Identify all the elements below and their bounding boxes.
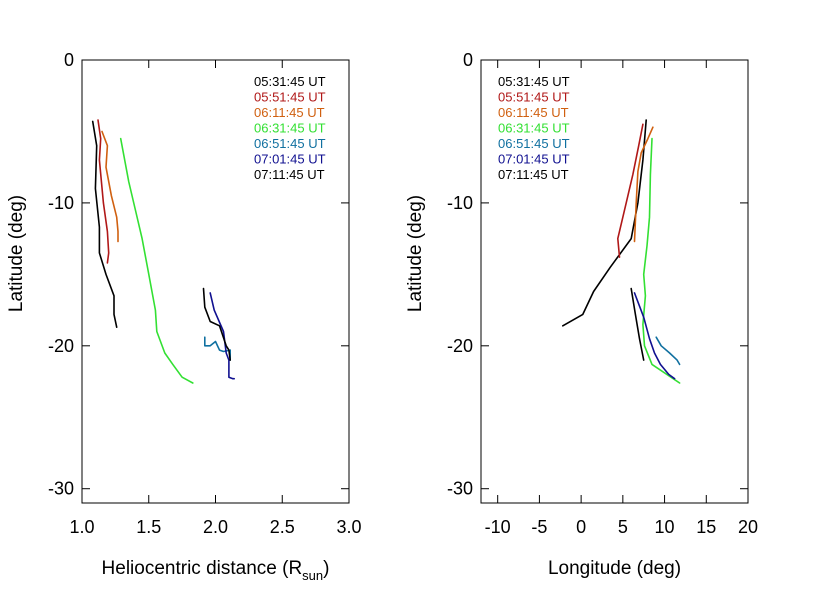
- x-tick-label: 1.0: [69, 517, 94, 537]
- legend-entry-0: 05:31:45 UT: [254, 74, 326, 89]
- y-axis-label: Latitude (deg): [405, 195, 426, 312]
- x-tick-label: 3.0: [336, 517, 361, 537]
- legend-entry-5: 07:01:45 UT: [254, 152, 326, 167]
- y-tick-label: -20: [48, 336, 74, 356]
- y-axis-label: Latitude (deg): [6, 195, 27, 312]
- legend-entry-2: 06:11:45 UT: [254, 105, 325, 120]
- legend-entry-2: 06:11:45 UT: [498, 105, 569, 120]
- series-line-6: [202, 287, 231, 361]
- y-tick-label: 0: [463, 50, 473, 70]
- x-tick-label: -10: [485, 517, 511, 537]
- series-line-2: [633, 126, 654, 243]
- legend-entry-4: 06:51:45 UT: [254, 136, 326, 151]
- legend-entry-3: 06:31:45 UT: [498, 121, 570, 136]
- series-line-3: [642, 137, 681, 384]
- series-line-0: [91, 120, 118, 329]
- series-line-2: [101, 130, 119, 243]
- x-tick-label: 5: [618, 517, 628, 537]
- legend-entry-5: 07:01:45 UT: [498, 152, 570, 167]
- x-axis-label: Heliocentric distance (Rsun): [102, 558, 330, 583]
- y-tick-label: -30: [447, 479, 473, 499]
- legend-entry-1: 05:51:45 UT: [498, 90, 570, 105]
- plot-frame: [480, 59, 749, 504]
- series-line-0: [561, 119, 648, 327]
- x-tick-label: 15: [696, 517, 716, 537]
- series-line-4: [655, 336, 681, 366]
- y-tick-label: -10: [48, 193, 74, 213]
- legend-entry-6: 07:11:45 UT: [498, 167, 569, 182]
- x-tick-label: 20: [738, 517, 758, 537]
- series-line-1: [97, 119, 110, 264]
- x-axis-label-end: ): [323, 558, 329, 579]
- x-axis-label-subscript: sun: [302, 568, 323, 583]
- legend-entry-3: 06:31:45 UT: [254, 121, 326, 136]
- series-line-3: [119, 137, 194, 384]
- y-tick-label: 0: [64, 50, 74, 70]
- x-tick-label: -5: [531, 517, 547, 537]
- x-axis-label: Longitude (deg): [548, 558, 681, 579]
- panel-longitude: -10 -5 0 5 10 15 20 0 -10 -20 -30 05:31:45 UT05:51:…: [405, 50, 758, 579]
- series-line-5: [633, 292, 676, 380]
- y-tick-label: -10: [447, 193, 473, 213]
- series-line-6: [630, 287, 645, 361]
- legend-entry-6: 07:11:45 UT: [254, 167, 325, 182]
- series-line-1: [616, 123, 644, 259]
- x-tick-label: 1.5: [136, 517, 161, 537]
- x-tick-label: 0: [576, 517, 586, 537]
- y-tick-label: -20: [447, 336, 473, 356]
- legend-entry-1: 05:51:45 UT: [254, 90, 326, 105]
- x-tick-label: 2.5: [270, 517, 295, 537]
- series-line-5: [209, 292, 235, 380]
- legend-entry-0: 05:31:45 UT: [498, 74, 570, 89]
- legend-entry-4: 06:51:45 UT: [498, 136, 570, 151]
- x-tick-label: 2.0: [203, 517, 228, 537]
- panel-distance: 1.0 1.5 2.0 2.5 3.0 0 -10 -20 -30 05:31:45 UT05:5…: [6, 50, 362, 583]
- y-tick-label: -30: [48, 479, 74, 499]
- x-tick-label: 10: [655, 517, 675, 537]
